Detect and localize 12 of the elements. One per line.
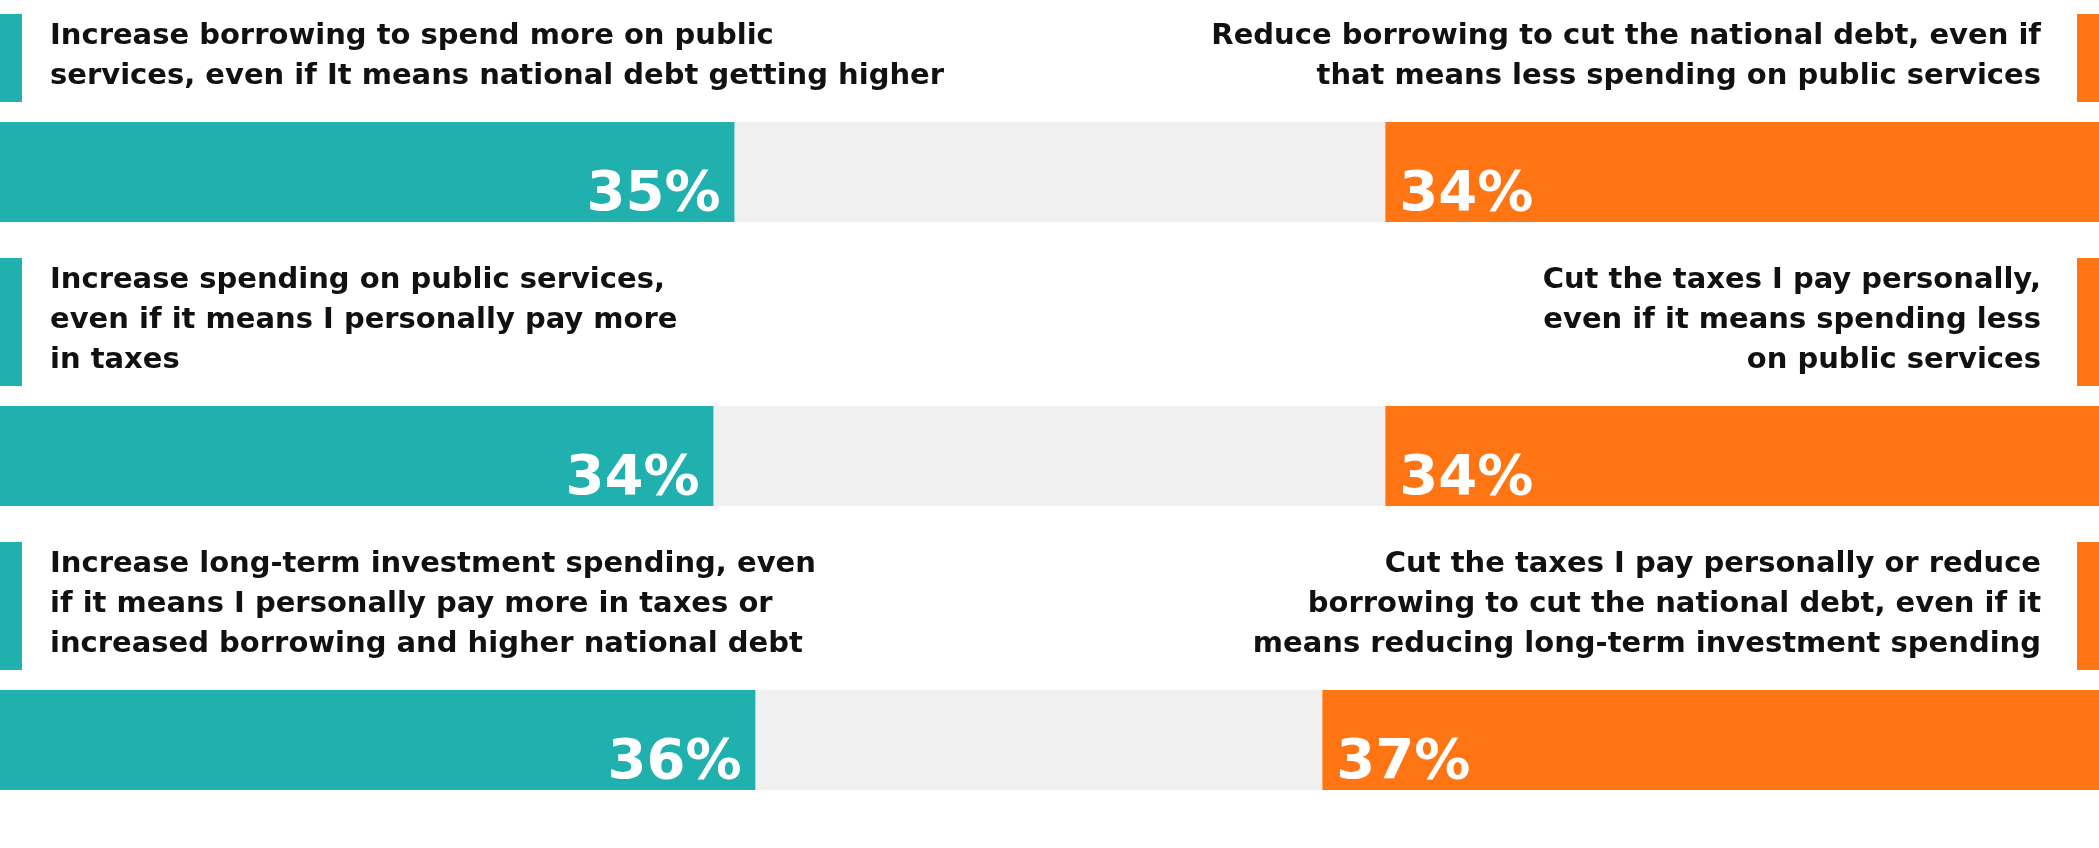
data-label: 36% [607, 726, 742, 791]
data-label: 35% [586, 158, 721, 223]
data-label: 37% [1336, 726, 1471, 791]
data-label: 34% [565, 442, 700, 507]
data-label: 34% [1399, 442, 1534, 507]
data-label: 34% [1399, 158, 1534, 223]
series-label: Increase borrowing to spend more on public services, even if It means national debt getting higher [50, 17, 945, 91]
series-label: Cut the taxes I pay personally, even if it means spending less on public services [1542, 261, 2041, 375]
series-label: Cut the taxes I pay personally or reduce borrowing to cut the national debt, even if it means reducing long-term investment spending [1252, 545, 2042, 659]
series-label: Increase spending on public services, even if it means I personally pay more in taxes [50, 261, 678, 375]
series-label: Increase long-term investment spending, even if it means I personally pay more in taxes or increased borrowing and higher national debt [50, 545, 816, 659]
series-label: Reduce borrowing to cut the national debt, even if that means less spending on public services [1211, 17, 2042, 91]
